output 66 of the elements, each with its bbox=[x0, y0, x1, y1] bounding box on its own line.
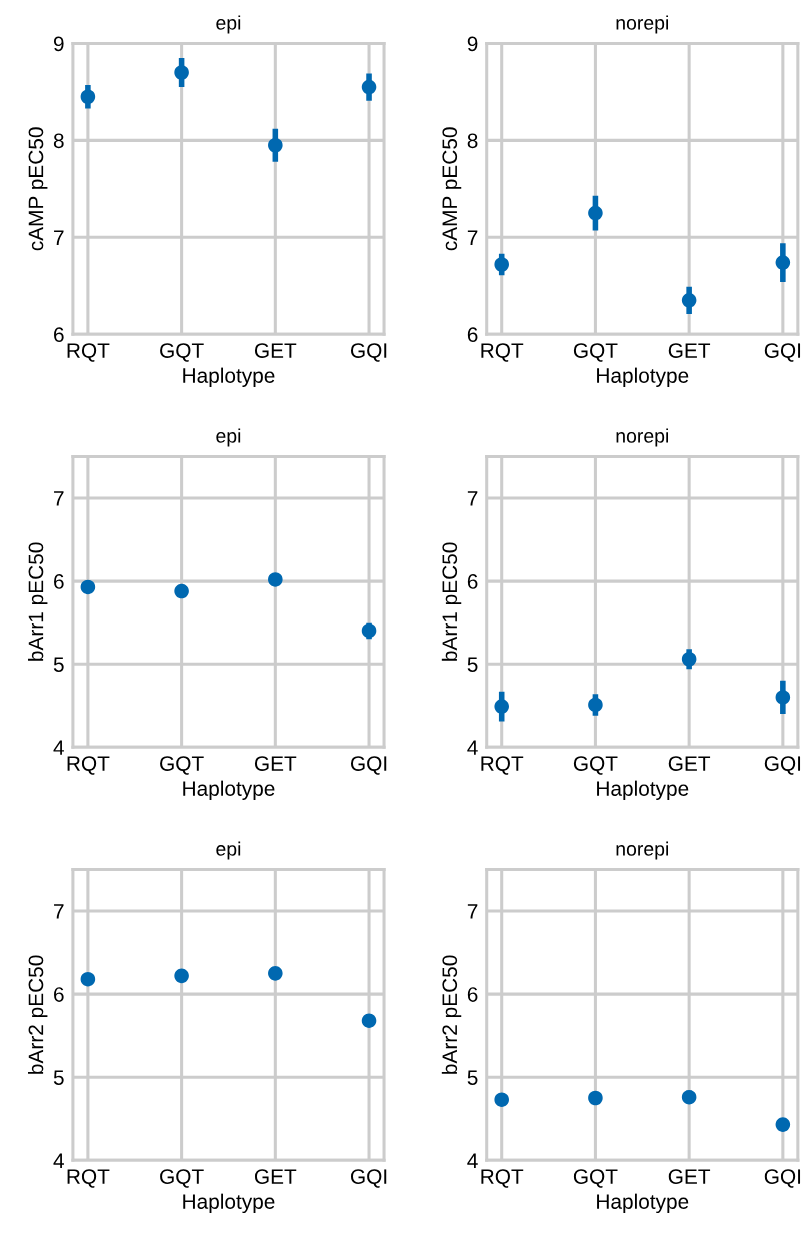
x-tick-label: GQT bbox=[160, 1169, 204, 1188]
y-tick-label: 7 bbox=[54, 904, 64, 919]
x-tick-label: GET bbox=[254, 756, 297, 771]
x-tick-label: GET bbox=[668, 756, 711, 771]
x-tick-label: GQI bbox=[350, 1169, 387, 1188]
y-tick-label: 7 bbox=[467, 904, 478, 919]
y-tick-label: 5 bbox=[53, 657, 64, 672]
x-tick-label: GQT bbox=[160, 343, 204, 362]
y-axis-title: bArr1 pEC50 bbox=[28, 542, 48, 661]
y-axis-title: bArr2 pEC50 bbox=[28, 955, 48, 1074]
x-tick-label: GQI bbox=[350, 343, 387, 362]
x-tick-label: GQI bbox=[350, 756, 387, 775]
y-tick-label: 6 bbox=[467, 327, 478, 343]
x-tick-label: GQI bbox=[764, 756, 801, 775]
x-axis-title: Haplotype bbox=[597, 780, 689, 801]
x-tick-label: GQI bbox=[764, 1169, 801, 1188]
y-tick-label: 6 bbox=[54, 574, 64, 589]
chart-title: epi bbox=[216, 841, 241, 860]
y-tick-label: 9 bbox=[467, 36, 478, 52]
y-tick-label: 5 bbox=[467, 657, 478, 672]
x-tick-label: RQT bbox=[481, 756, 524, 775]
y-tick-label: 4 bbox=[53, 1153, 64, 1168]
x-tick-label: GET bbox=[254, 343, 297, 358]
x-tick-label: GQT bbox=[573, 756, 618, 775]
x-tick-label: GQT bbox=[160, 756, 204, 775]
y-axis-title: bArr1 pEC50 bbox=[441, 542, 462, 661]
x-tick-label: GET bbox=[668, 343, 711, 358]
y-tick-label: 7 bbox=[467, 230, 478, 245]
x-axis-title: Haplotype bbox=[183, 367, 275, 388]
y-tick-label: 6 bbox=[54, 987, 64, 1002]
y-tick-label: 8 bbox=[53, 133, 64, 149]
y-tick-label: 6 bbox=[467, 574, 478, 589]
x-axis-title: Haplotype bbox=[597, 1193, 689, 1214]
y-tick-label: 5 bbox=[53, 1070, 64, 1085]
y-axis-title: bArr2 pEC50 bbox=[441, 955, 462, 1074]
y-tick-label: 4 bbox=[53, 740, 64, 755]
x-tick-label: GET bbox=[254, 1169, 297, 1184]
chart-title: epi bbox=[216, 428, 241, 447]
x-tick-label: RQT bbox=[67, 1169, 110, 1188]
y-tick-label: 7 bbox=[54, 230, 64, 245]
y-tick-label: 7 bbox=[467, 491, 478, 506]
x-tick-label: GQT bbox=[573, 343, 618, 362]
x-tick-label: GQI bbox=[764, 343, 801, 362]
y-tick-label: 4 bbox=[467, 1153, 478, 1168]
x-tick-label: GET bbox=[668, 1169, 711, 1184]
x-tick-label: RQT bbox=[67, 756, 110, 775]
x-axis-title: Haplotype bbox=[183, 780, 275, 801]
y-tick-label: 4 bbox=[467, 740, 478, 755]
chart-title: norepi bbox=[616, 428, 668, 447]
y-tick-label: 8 bbox=[467, 133, 478, 149]
x-tick-label: RQT bbox=[481, 343, 524, 362]
x-tick-label: RQT bbox=[481, 1169, 524, 1188]
x-tick-label: GQT bbox=[573, 1169, 618, 1188]
y-tick-label: 6 bbox=[54, 327, 64, 343]
y-axis-title: cAMP pEC50 bbox=[442, 127, 462, 251]
x-axis-title: Haplotype bbox=[597, 367, 689, 388]
y-tick-label: 5 bbox=[467, 1070, 478, 1085]
chart-title: norepi bbox=[616, 841, 668, 860]
y-tick-label: 7 bbox=[54, 491, 64, 506]
x-tick-label: RQT bbox=[67, 343, 110, 362]
y-tick-label: 6 bbox=[467, 987, 478, 1002]
chart-title: epi bbox=[216, 15, 241, 34]
y-tick-label: 9 bbox=[53, 36, 64, 52]
y-axis-title: cAMP pEC50 bbox=[28, 127, 48, 251]
x-axis-title: Haplotype bbox=[183, 1193, 275, 1214]
chart-title: norepi bbox=[616, 15, 668, 34]
